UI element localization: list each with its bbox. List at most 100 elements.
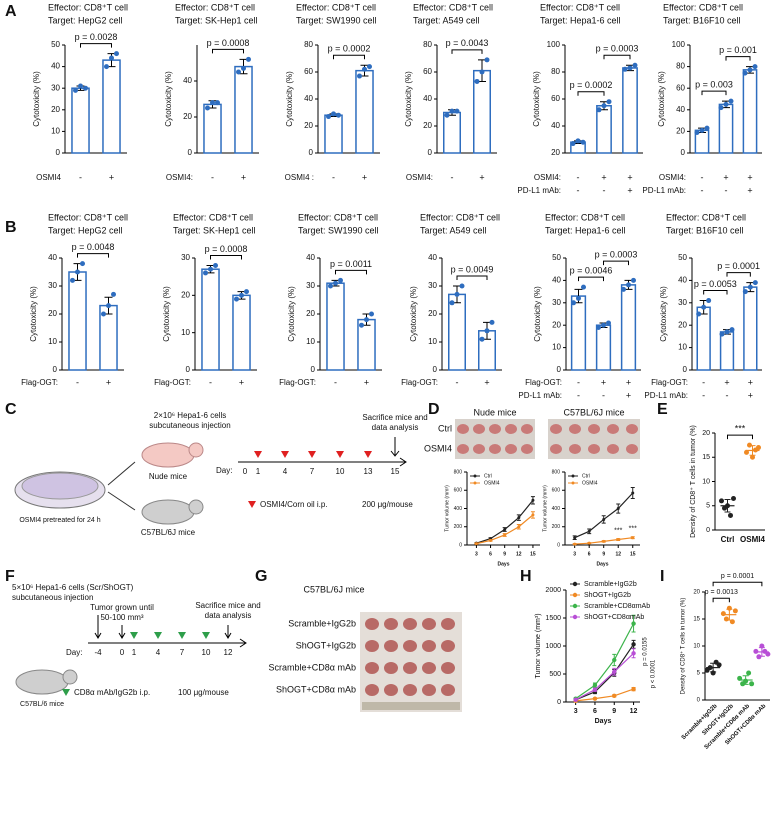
chart-subtitle: Target: SK-Hep1 cell [175,15,258,25]
data-point [724,329,730,335]
legend-marker [571,474,575,478]
bar [622,67,638,154]
tumor [384,662,398,674]
data-point [587,541,591,545]
data-point [706,298,712,304]
factor-level: + [479,172,484,182]
factor-level: + [627,185,632,195]
factor-level: - [726,390,729,400]
data-point [601,322,606,328]
panel-label: A [5,3,17,20]
data-point [474,542,478,546]
x-tick-label: 12 [630,708,638,715]
factor-level: + [484,377,489,387]
tumor [384,618,398,630]
error-bar [742,675,749,685]
data-point [484,328,490,334]
arrow [107,461,136,511]
data-point [331,111,336,117]
significance-label: *** [614,527,622,534]
x-tick-label: OSMI4 [740,535,765,544]
y-tick-label: 50 [552,253,561,262]
factor-name: OSMI4: [659,173,686,182]
timeline [238,457,407,467]
x-tick-label: 6 [489,551,492,557]
y-axis-label: Cytotoxicity (%) [533,286,542,342]
legend-triangle [248,501,256,508]
data-point [359,322,364,328]
significance-bracket [577,91,605,96]
tumor [626,444,638,454]
tumor [588,424,600,434]
day-label: Day: [216,466,232,475]
factor-level: - [334,377,337,387]
bar [742,69,758,154]
legend-marker [572,614,578,620]
y-tick-label: 600 [552,488,561,494]
significance-bracket [456,275,488,280]
significance-bracket [578,276,604,282]
factor-name: Flag-OGT: [401,378,438,387]
data-point [208,266,213,272]
day-number: 4 [156,648,161,657]
data-point [631,491,635,495]
significance-bracket [712,597,730,603]
data-point [503,533,507,537]
y-axis-label: Density of CD8⁺ T cells in tumor (%) [690,425,697,538]
factor-name: OSMI4: [166,173,193,182]
factor-level: + [362,172,367,182]
y-tick-label: 20 [306,309,315,318]
data-point [719,331,725,337]
factor-name: PD-L1 mAb: [518,391,562,400]
significance-bracket [701,90,727,96]
data-point [336,112,341,118]
data-point [746,670,752,676]
tumor [505,444,517,454]
legend-label: Ctrl [582,473,590,479]
x-tick-label: 12 [516,551,522,557]
bar [570,295,587,371]
y-tick-label: 100 [672,40,686,49]
tumor [422,618,436,630]
factor-level: + [109,172,114,182]
legend-label: OSMI4 [582,480,598,486]
data-point [612,669,617,674]
mouse-label: C57BL/6 mice [20,701,64,708]
chart-title: Effector: CD8⁺T cell [420,212,500,222]
tumor [569,444,581,454]
panel-label: E [657,401,668,418]
legend-label: CD8α mAb/IgG2b i.p. [74,688,150,697]
data-point [750,454,755,460]
chart-subtitle: Target: SK-Hep1 cell [173,225,256,235]
chart-title: Effector: CD8⁺T cell [545,212,625,222]
y-tick-label: 0 [433,365,438,374]
annotation: data analysis [372,423,419,432]
y-tick-label: 200 [454,524,463,530]
data-point [215,100,220,106]
error-bar [726,608,733,621]
chart-subtitle: Target: HepG2 cell [48,15,123,25]
tumor [384,640,398,652]
data-point [362,66,367,72]
x-tick-label: 9 [602,551,605,557]
significance-label: p = 0.0002 [328,44,371,54]
y-tick-label: 80 [551,67,560,76]
data-point [444,112,450,118]
significance-bracket [80,43,112,48]
chart-title: Effector: CD8⁺T cell [663,2,743,12]
y-tick-label: 20 [551,148,560,157]
tumor [505,424,517,434]
chart-subtitle: Target: SW1990 cell [298,225,379,235]
treatment-marker [281,451,289,458]
data-point [114,51,119,57]
data-point [601,103,607,109]
significance-bracket [727,434,753,440]
bar [324,114,343,154]
significance-label: p = 0.0028 [75,32,118,42]
chart-title: Effector: CD8⁺T cell [413,2,493,12]
data-point [723,616,729,622]
data-point [631,686,636,692]
data-point [236,69,241,75]
factor-level: - [603,185,606,195]
significance-label: p = 0.0002 [570,80,613,90]
